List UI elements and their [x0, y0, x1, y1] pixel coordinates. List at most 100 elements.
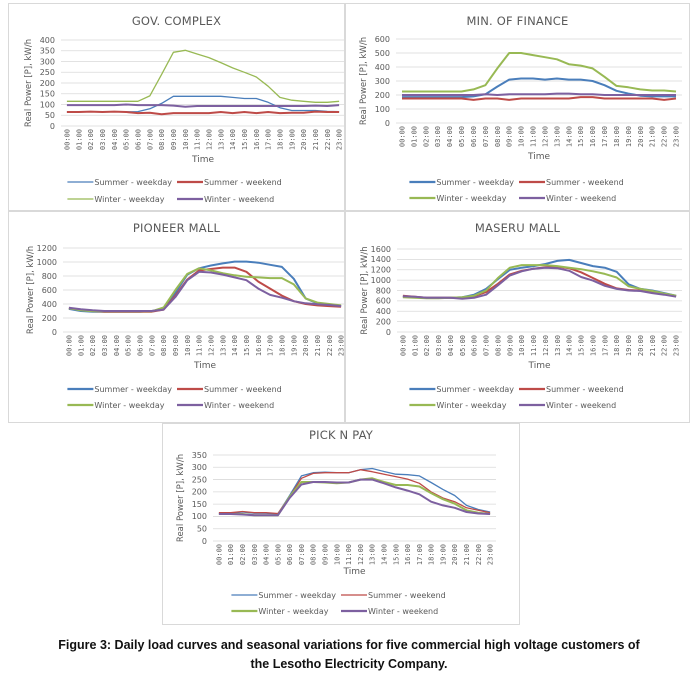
y-tick-label: 1200 — [371, 266, 391, 275]
legend-item: Summer - weekend — [177, 385, 282, 394]
legend-label: Winter - weekend — [546, 401, 616, 410]
x-tick-label: 13:00 — [554, 335, 562, 356]
chart-panel-pick-n-pay: PICK N PAY 0 50 100 150 200 250 300 350 Real Powe… — [162, 423, 520, 625]
x-tick-label: 06:00 — [471, 335, 479, 356]
legend-item: Summer - weekday — [409, 178, 514, 187]
series-line-winter-weekday — [66, 49, 340, 103]
x-tick-label: 07:00 — [482, 126, 490, 147]
legend-item: Winter - weekday — [409, 401, 507, 410]
y-tick-label: 800 — [42, 272, 57, 281]
x-tick-label: 07:00 — [146, 129, 154, 150]
legend-label: Summer - weekend — [368, 591, 446, 600]
x-tick-label: 02:00 — [89, 335, 97, 356]
legend-item: Winter - weekend — [341, 607, 438, 616]
x-tick-label: 19:00 — [288, 129, 296, 150]
x-tick-label: 07:00 — [148, 335, 156, 356]
x-tick-label: 09:00 — [322, 544, 330, 565]
y-tick-label: 300 — [375, 77, 390, 86]
x-tick-label: 09:00 — [506, 126, 514, 147]
x-tick-label: 01:00 — [77, 335, 85, 356]
chart-panel-min-of-finance: MIN. OF FINANCE 0 100 200 300 400 500 600 Real P… — [345, 3, 690, 211]
x-tick-label: 18:00 — [428, 544, 436, 565]
y-axis-label: Real Power [P], kW/h — [359, 37, 369, 125]
x-tick-label: 16:00 — [589, 126, 597, 147]
y-tick-label: 200 — [42, 314, 57, 323]
x-tick-label: 00:00 — [65, 335, 73, 356]
x-tick-label: 15:00 — [241, 129, 249, 150]
x-tick-label: 21:00 — [649, 126, 657, 147]
y-tick-label: 1200 — [37, 244, 57, 253]
legend-label: Winter - weekday — [94, 195, 164, 204]
legend-label: Summer - weekday — [436, 178, 514, 187]
legend-label: Summer - weekend — [204, 178, 282, 187]
x-tick-label: 07:00 — [298, 544, 306, 565]
x-axis-label: Time — [527, 152, 550, 162]
series-line-winter-weekend — [402, 266, 677, 300]
figure-caption-line-1: Figure 3: Daily load curves and seasonal… — [58, 638, 640, 652]
x-tick-label: 02:00 — [239, 544, 247, 565]
x-tick-label: 17:00 — [267, 335, 275, 356]
y-tick-label: 400 — [375, 63, 390, 72]
x-tick-label: 06:00 — [134, 129, 142, 150]
y-axis-label: Real Power [P], kW/h — [26, 246, 36, 334]
x-tick-label: 00:00 — [215, 544, 223, 565]
x-tick-label: 04:00 — [446, 126, 454, 147]
x-tick-label: 18:00 — [278, 335, 286, 356]
y-tick-label: 250 — [40, 68, 55, 77]
x-tick-label: 23:00 — [487, 544, 495, 565]
x-tick-label: 23:00 — [338, 335, 344, 356]
x-tick-label: 16:00 — [253, 129, 261, 150]
x-tick-label: 14:00 — [380, 544, 388, 565]
y-tick-label: 300 — [192, 463, 207, 472]
legend-item: Summer - weekend — [177, 178, 282, 187]
legend-label: Summer - weekend — [546, 178, 624, 187]
x-tick-label: 20:00 — [637, 335, 645, 356]
x-tick-label: 06:00 — [136, 335, 144, 356]
x-tick-label: 00:00 — [399, 335, 407, 356]
x-tick-label: 17:00 — [601, 335, 609, 356]
x-tick-label: 23:00 — [336, 129, 344, 150]
x-tick-label: 22:00 — [324, 129, 332, 150]
x-tick-label: 05:00 — [123, 129, 131, 150]
y-tick-label: 500 — [375, 49, 390, 58]
legend-item: Summer - weekend — [519, 385, 624, 394]
chart-panel-maseru-mall: MASERU MALL 0 200 400 600 800 1000 1200 1400 1600… — [345, 211, 690, 423]
x-tick-label: 05:00 — [458, 126, 466, 147]
legend-item: Winter - weekday — [67, 195, 165, 204]
x-tick-label: 20:00 — [302, 335, 310, 356]
x-tick-label: 01:00 — [410, 126, 418, 147]
y-tick-label: 0 — [385, 119, 390, 128]
legend-row: Winter - weekday Winter - weekend — [67, 195, 274, 204]
x-tick-label: 10:00 — [518, 335, 526, 356]
y-tick-label: 400 — [40, 36, 55, 45]
x-tick-label: 08:00 — [494, 335, 502, 356]
x-tick-label: 03:00 — [435, 335, 443, 356]
legend-label: Winter - weekend — [204, 401, 274, 410]
x-tick-label: 17:00 — [416, 544, 424, 565]
y-tick-label: 100 — [375, 105, 390, 114]
legend-row: Summer - weekday Summer - weekend — [409, 385, 624, 394]
x-tick-label: 20:00 — [451, 544, 459, 565]
legend-label: Summer - weekend — [204, 385, 282, 394]
x-axis-label: Time — [191, 155, 214, 165]
chart-title: MIN. OF FINANCE — [466, 14, 569, 28]
x-tick-label: 14:00 — [566, 335, 574, 356]
x-tick-label: 19:00 — [290, 335, 298, 356]
legend-item: Summer - weekday — [231, 591, 336, 600]
series-line-winter-weekend — [68, 270, 342, 312]
series-line-summer-weekend — [66, 110, 340, 116]
x-tick-label: 19:00 — [439, 544, 447, 565]
legend-item: Summer - weekend — [519, 178, 624, 187]
legend-label: Winter - weekday — [436, 194, 506, 203]
x-tick-label: 03:00 — [434, 126, 442, 147]
x-tick-label: 11:00 — [345, 544, 353, 565]
legend-item: Winter - weekend — [177, 195, 274, 204]
series-line-summer-weekend — [218, 469, 491, 515]
legend-row: Winter - weekday Winter - weekend — [231, 607, 438, 616]
x-tick-label: 23:00 — [673, 126, 681, 147]
x-tick-label: 13:00 — [553, 126, 561, 147]
x-tick-label: 21:00 — [649, 335, 657, 356]
y-tick-label: 200 — [40, 79, 55, 88]
